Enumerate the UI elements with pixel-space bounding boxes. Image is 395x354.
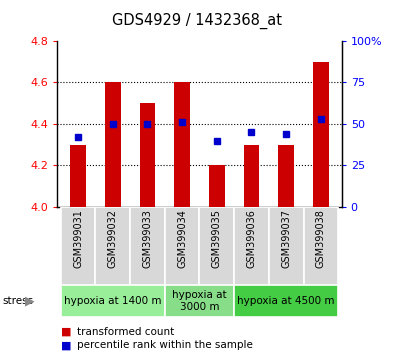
Text: ■: ■ [61, 340, 75, 350]
Bar [269, 207, 303, 285]
Bar [61, 207, 96, 285]
Bar [209, 165, 225, 207]
Text: GSM399033: GSM399033 [143, 210, 152, 268]
Bar [174, 82, 190, 207]
Bar [165, 207, 199, 285]
Bar [244, 145, 259, 207]
Bar [105, 82, 120, 207]
Bar [165, 285, 234, 317]
Text: GSM399032: GSM399032 [108, 210, 118, 268]
Bar [96, 207, 130, 285]
Text: stress: stress [2, 296, 33, 306]
Bar [61, 285, 165, 317]
Bar [278, 145, 294, 207]
Text: percentile rank within the sample: percentile rank within the sample [77, 340, 253, 350]
Text: ■: ■ [61, 327, 75, 337]
Text: GSM399031: GSM399031 [73, 210, 83, 268]
Text: ▶: ▶ [25, 295, 34, 307]
Text: hypoxia at 4500 m: hypoxia at 4500 m [237, 296, 335, 306]
Bar [313, 62, 329, 207]
Text: hypoxia at 1400 m: hypoxia at 1400 m [64, 296, 162, 306]
Bar [70, 145, 86, 207]
Bar [234, 285, 338, 317]
Text: GDS4929 / 1432368_at: GDS4929 / 1432368_at [113, 12, 282, 29]
Text: GSM399035: GSM399035 [212, 210, 222, 268]
Bar [303, 207, 338, 285]
Bar [140, 103, 155, 207]
Text: GSM399038: GSM399038 [316, 210, 326, 268]
Text: GSM399037: GSM399037 [281, 210, 291, 268]
Bar [199, 207, 234, 285]
Bar [130, 207, 165, 285]
Bar [234, 207, 269, 285]
Text: GSM399036: GSM399036 [246, 210, 256, 268]
Text: transformed count: transformed count [77, 327, 174, 337]
Text: GSM399034: GSM399034 [177, 210, 187, 268]
Text: hypoxia at
3000 m: hypoxia at 3000 m [172, 290, 227, 312]
